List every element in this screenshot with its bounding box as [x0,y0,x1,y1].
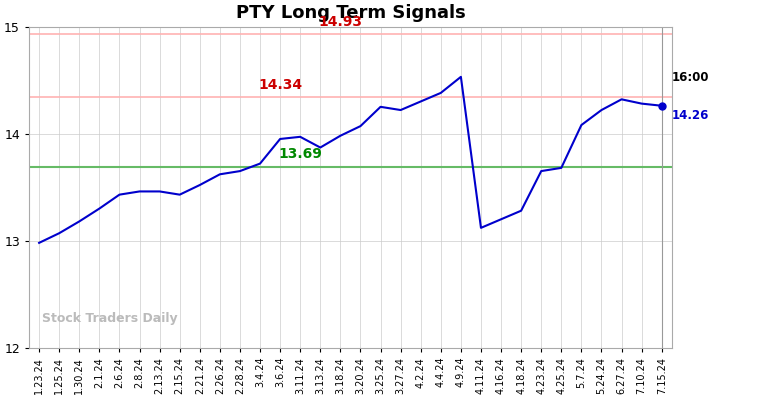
Title: PTY Long Term Signals: PTY Long Term Signals [235,4,465,22]
Text: 14.93: 14.93 [318,15,362,29]
Text: 14.26: 14.26 [672,109,710,122]
Text: 16:00: 16:00 [672,71,710,84]
Text: Stock Traders Daily: Stock Traders Daily [42,312,177,325]
Text: 13.69: 13.69 [278,147,322,162]
Text: 14.34: 14.34 [258,78,302,92]
